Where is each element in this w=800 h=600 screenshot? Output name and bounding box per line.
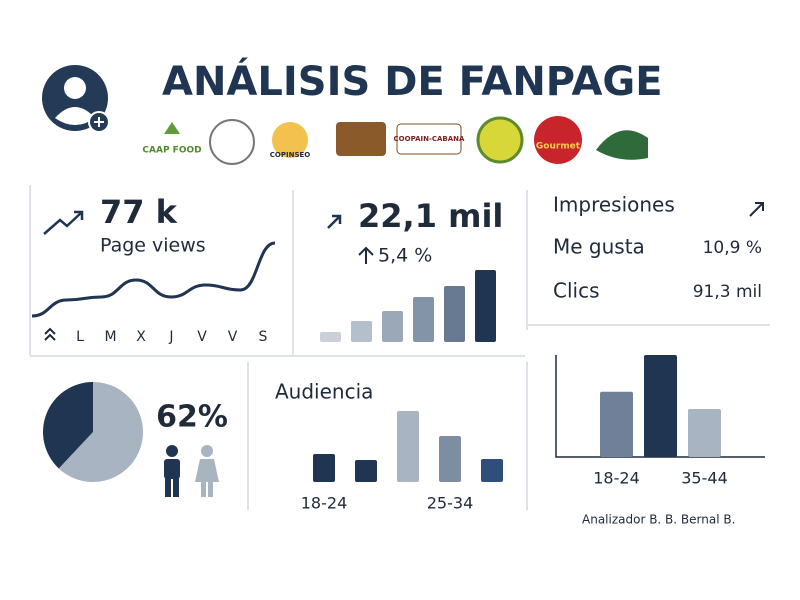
page-title: ANÁLISIS DE FANPAGE xyxy=(162,57,663,105)
day-label: V xyxy=(228,329,238,345)
metric-label: Impresiones xyxy=(553,193,675,217)
x-tick-label: 18-24 xyxy=(301,494,348,513)
logo-text: COPINSEO xyxy=(270,151,311,159)
day-label: V xyxy=(197,329,207,345)
bar xyxy=(444,286,465,342)
arrow-icon xyxy=(327,214,342,229)
footer: Analizador B. B. Bernal B. xyxy=(582,513,735,527)
bar xyxy=(397,411,419,482)
value-label: 62% xyxy=(156,400,228,435)
day-label: J xyxy=(168,329,173,345)
pie-slice xyxy=(58,382,144,482)
bar xyxy=(439,436,461,482)
metric-label: Me gusta xyxy=(553,235,645,259)
metric-value: 10,9 % xyxy=(703,238,762,258)
kpi-value: 22,1 mil xyxy=(358,197,503,235)
bar xyxy=(481,459,503,482)
trend-icon xyxy=(43,210,84,235)
bar xyxy=(382,311,403,342)
chevron-icon xyxy=(44,327,56,341)
day-label: M xyxy=(104,329,116,345)
logo-text: CAAP FOOD xyxy=(142,146,201,156)
bar xyxy=(351,321,372,342)
avatar xyxy=(42,65,110,133)
bar xyxy=(320,332,341,342)
up-icon xyxy=(358,246,374,264)
day-label: L xyxy=(76,329,84,345)
logos: CAAP FOOD COPINSEO COOPAIN-CABANA Gourme… xyxy=(142,116,648,165)
arrow-icon xyxy=(749,202,764,217)
day-label: X xyxy=(136,329,146,345)
chart-title: Audiencia xyxy=(275,380,373,404)
bar xyxy=(600,391,633,457)
kpi-value: 77 k xyxy=(100,193,178,231)
kpi-change: 5,4 % xyxy=(378,245,432,267)
bar xyxy=(355,460,377,482)
line xyxy=(31,241,276,318)
metric-label: Clics xyxy=(553,279,600,303)
bar xyxy=(475,270,496,342)
x-tick-label: 35-44 xyxy=(681,469,728,488)
kpi-label: Page views xyxy=(100,235,206,257)
bar xyxy=(644,355,677,457)
logo-text: COOPAIN-CABANA xyxy=(394,135,465,143)
bar xyxy=(413,297,434,342)
metric-value: 91,3 mil xyxy=(693,282,762,302)
logo-text: Gourmet xyxy=(536,142,581,152)
day-label: S xyxy=(259,329,268,345)
x-tick-label: 18-24 xyxy=(593,469,640,488)
pie-slice xyxy=(43,382,93,469)
separators xyxy=(29,185,770,510)
bar xyxy=(688,409,721,457)
bar xyxy=(313,454,335,482)
people-icons xyxy=(164,445,219,497)
x-tick-label: 25-34 xyxy=(427,494,474,513)
